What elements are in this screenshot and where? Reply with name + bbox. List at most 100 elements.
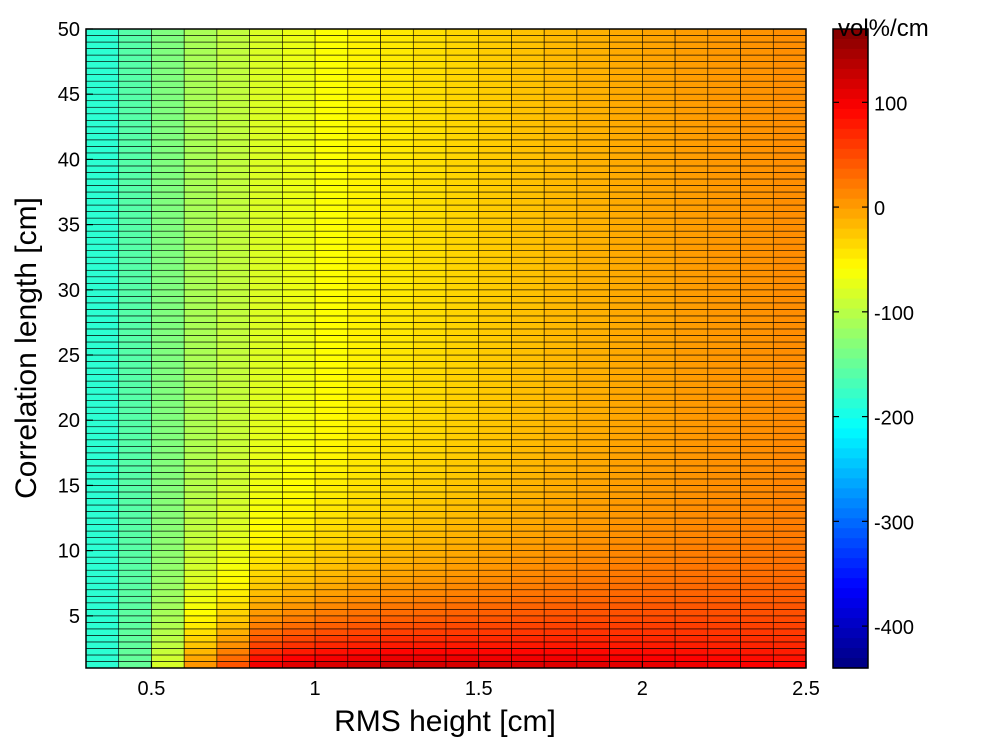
heatmap-cell: [216, 159, 250, 167]
heatmap-cell: [183, 582, 218, 591]
heatmap-cell: [609, 419, 643, 428]
heatmap-cell: [445, 641, 480, 649]
heatmap-cell: [118, 74, 152, 82]
heatmap-cell: [478, 80, 512, 88]
heatmap-cell: [576, 309, 610, 317]
heatmap-cell: [642, 211, 676, 219]
heatmap-cell: [707, 354, 741, 362]
heatmap-cell: [380, 80, 414, 88]
heatmap-cell: [380, 432, 414, 441]
heatmap-cell: [478, 387, 512, 395]
heatmap-cell: [118, 309, 152, 317]
heatmap-cell: [380, 459, 414, 467]
heatmap-cell: [118, 426, 152, 434]
heatmap-cell: [543, 113, 578, 121]
heatmap-cell: [543, 511, 578, 519]
heatmap-cell: [380, 282, 414, 291]
heatmap-cell: [249, 524, 283, 532]
heatmap-cell: [642, 302, 676, 310]
heatmap-cell: [347, 152, 381, 160]
heatmap-cell: [511, 602, 545, 610]
heatmap-cell: [85, 178, 120, 186]
heatmap-cell: [674, 341, 709, 349]
heatmap-cell: [674, 563, 709, 571]
heatmap-cell: [674, 250, 709, 258]
heatmap-cell: [445, 609, 480, 617]
heatmap-cell: [183, 322, 218, 330]
heatmap-cell: [772, 348, 807, 356]
heatmap-cell: [740, 80, 774, 88]
heatmap-cell: [772, 413, 807, 421]
heatmap-cell: [707, 348, 741, 356]
heatmap-cell: [412, 602, 447, 610]
heatmap-cell: [511, 165, 545, 173]
heatmap-cell: [216, 28, 250, 36]
heatmap-cell: [674, 185, 709, 193]
heatmap-cell: [642, 54, 676, 62]
heatmap-cell: [314, 237, 349, 245]
colorbar-swatch: [833, 238, 868, 250]
heatmap-cell: [642, 35, 676, 43]
heatmap-cell: [412, 74, 447, 82]
heatmap-cell: [445, 230, 480, 238]
heatmap-cell: [674, 367, 709, 375]
heatmap-cell: [576, 335, 610, 343]
heatmap-cell: [674, 628, 709, 636]
heatmap-cell: [445, 556, 480, 564]
heatmap-cell: [445, 517, 480, 525]
heatmap-cell: [511, 661, 545, 669]
heatmap-cell: [183, 211, 218, 219]
heatmap-cell: [674, 237, 709, 245]
heatmap-cell: [412, 322, 447, 330]
heatmap-cell: [642, 622, 676, 630]
heatmap-cell: [642, 452, 676, 460]
heatmap-cell: [609, 152, 643, 160]
heatmap-cell: [478, 315, 512, 323]
heatmap-cell: [772, 185, 807, 193]
heatmap-cell: [151, 348, 185, 356]
heatmap-cell: [543, 302, 578, 310]
heatmap-cell: [543, 328, 578, 336]
heatmap-cell: [249, 530, 283, 538]
heatmap-cell: [118, 217, 152, 225]
heatmap-cell: [282, 322, 316, 330]
heatmap-cell: [380, 635, 414, 643]
heatmap-cell: [85, 576, 120, 584]
heatmap-cell: [412, 576, 447, 584]
heatmap-cell: [740, 556, 774, 564]
heatmap-cell: [216, 641, 250, 649]
heatmap-cell: [543, 263, 578, 271]
heatmap-cell: [478, 432, 512, 441]
heatmap-cell: [151, 341, 185, 349]
heatmap-cell: [85, 374, 120, 382]
heatmap-cell: [674, 478, 709, 486]
heatmap-cell: [85, 282, 120, 291]
heatmap-cell: [445, 354, 480, 362]
heatmap-cell: [151, 380, 185, 388]
heatmap-cell: [249, 446, 283, 454]
heatmap-cell: [576, 569, 610, 578]
heatmap-cell: [249, 348, 283, 356]
heatmap-cell: [478, 185, 512, 193]
heatmap-cell: [576, 204, 610, 212]
heatmap-cell: [282, 217, 316, 225]
heatmap-cell: [151, 87, 185, 95]
heatmap-cell: [282, 211, 316, 219]
heatmap-cell: [511, 400, 545, 408]
heatmap-cell: [216, 198, 250, 206]
heatmap-cell: [151, 269, 185, 278]
heatmap-cell: [183, 165, 218, 173]
heatmap-cell: [445, 74, 480, 82]
heatmap-cell: [183, 119, 218, 128]
heatmap-cell: [282, 80, 316, 88]
heatmap-cell: [707, 146, 741, 154]
heatmap-cell: [478, 452, 512, 460]
heatmap-cell: [772, 198, 807, 206]
heatmap-cell: [249, 178, 283, 186]
heatmap-cell: [445, 635, 480, 643]
heatmap-cell: [314, 491, 349, 499]
colorbar-tick-label: -100: [874, 303, 914, 325]
heatmap-cell: [642, 172, 676, 180]
heatmap-cell: [380, 126, 414, 134]
heatmap-cell: [347, 230, 381, 238]
